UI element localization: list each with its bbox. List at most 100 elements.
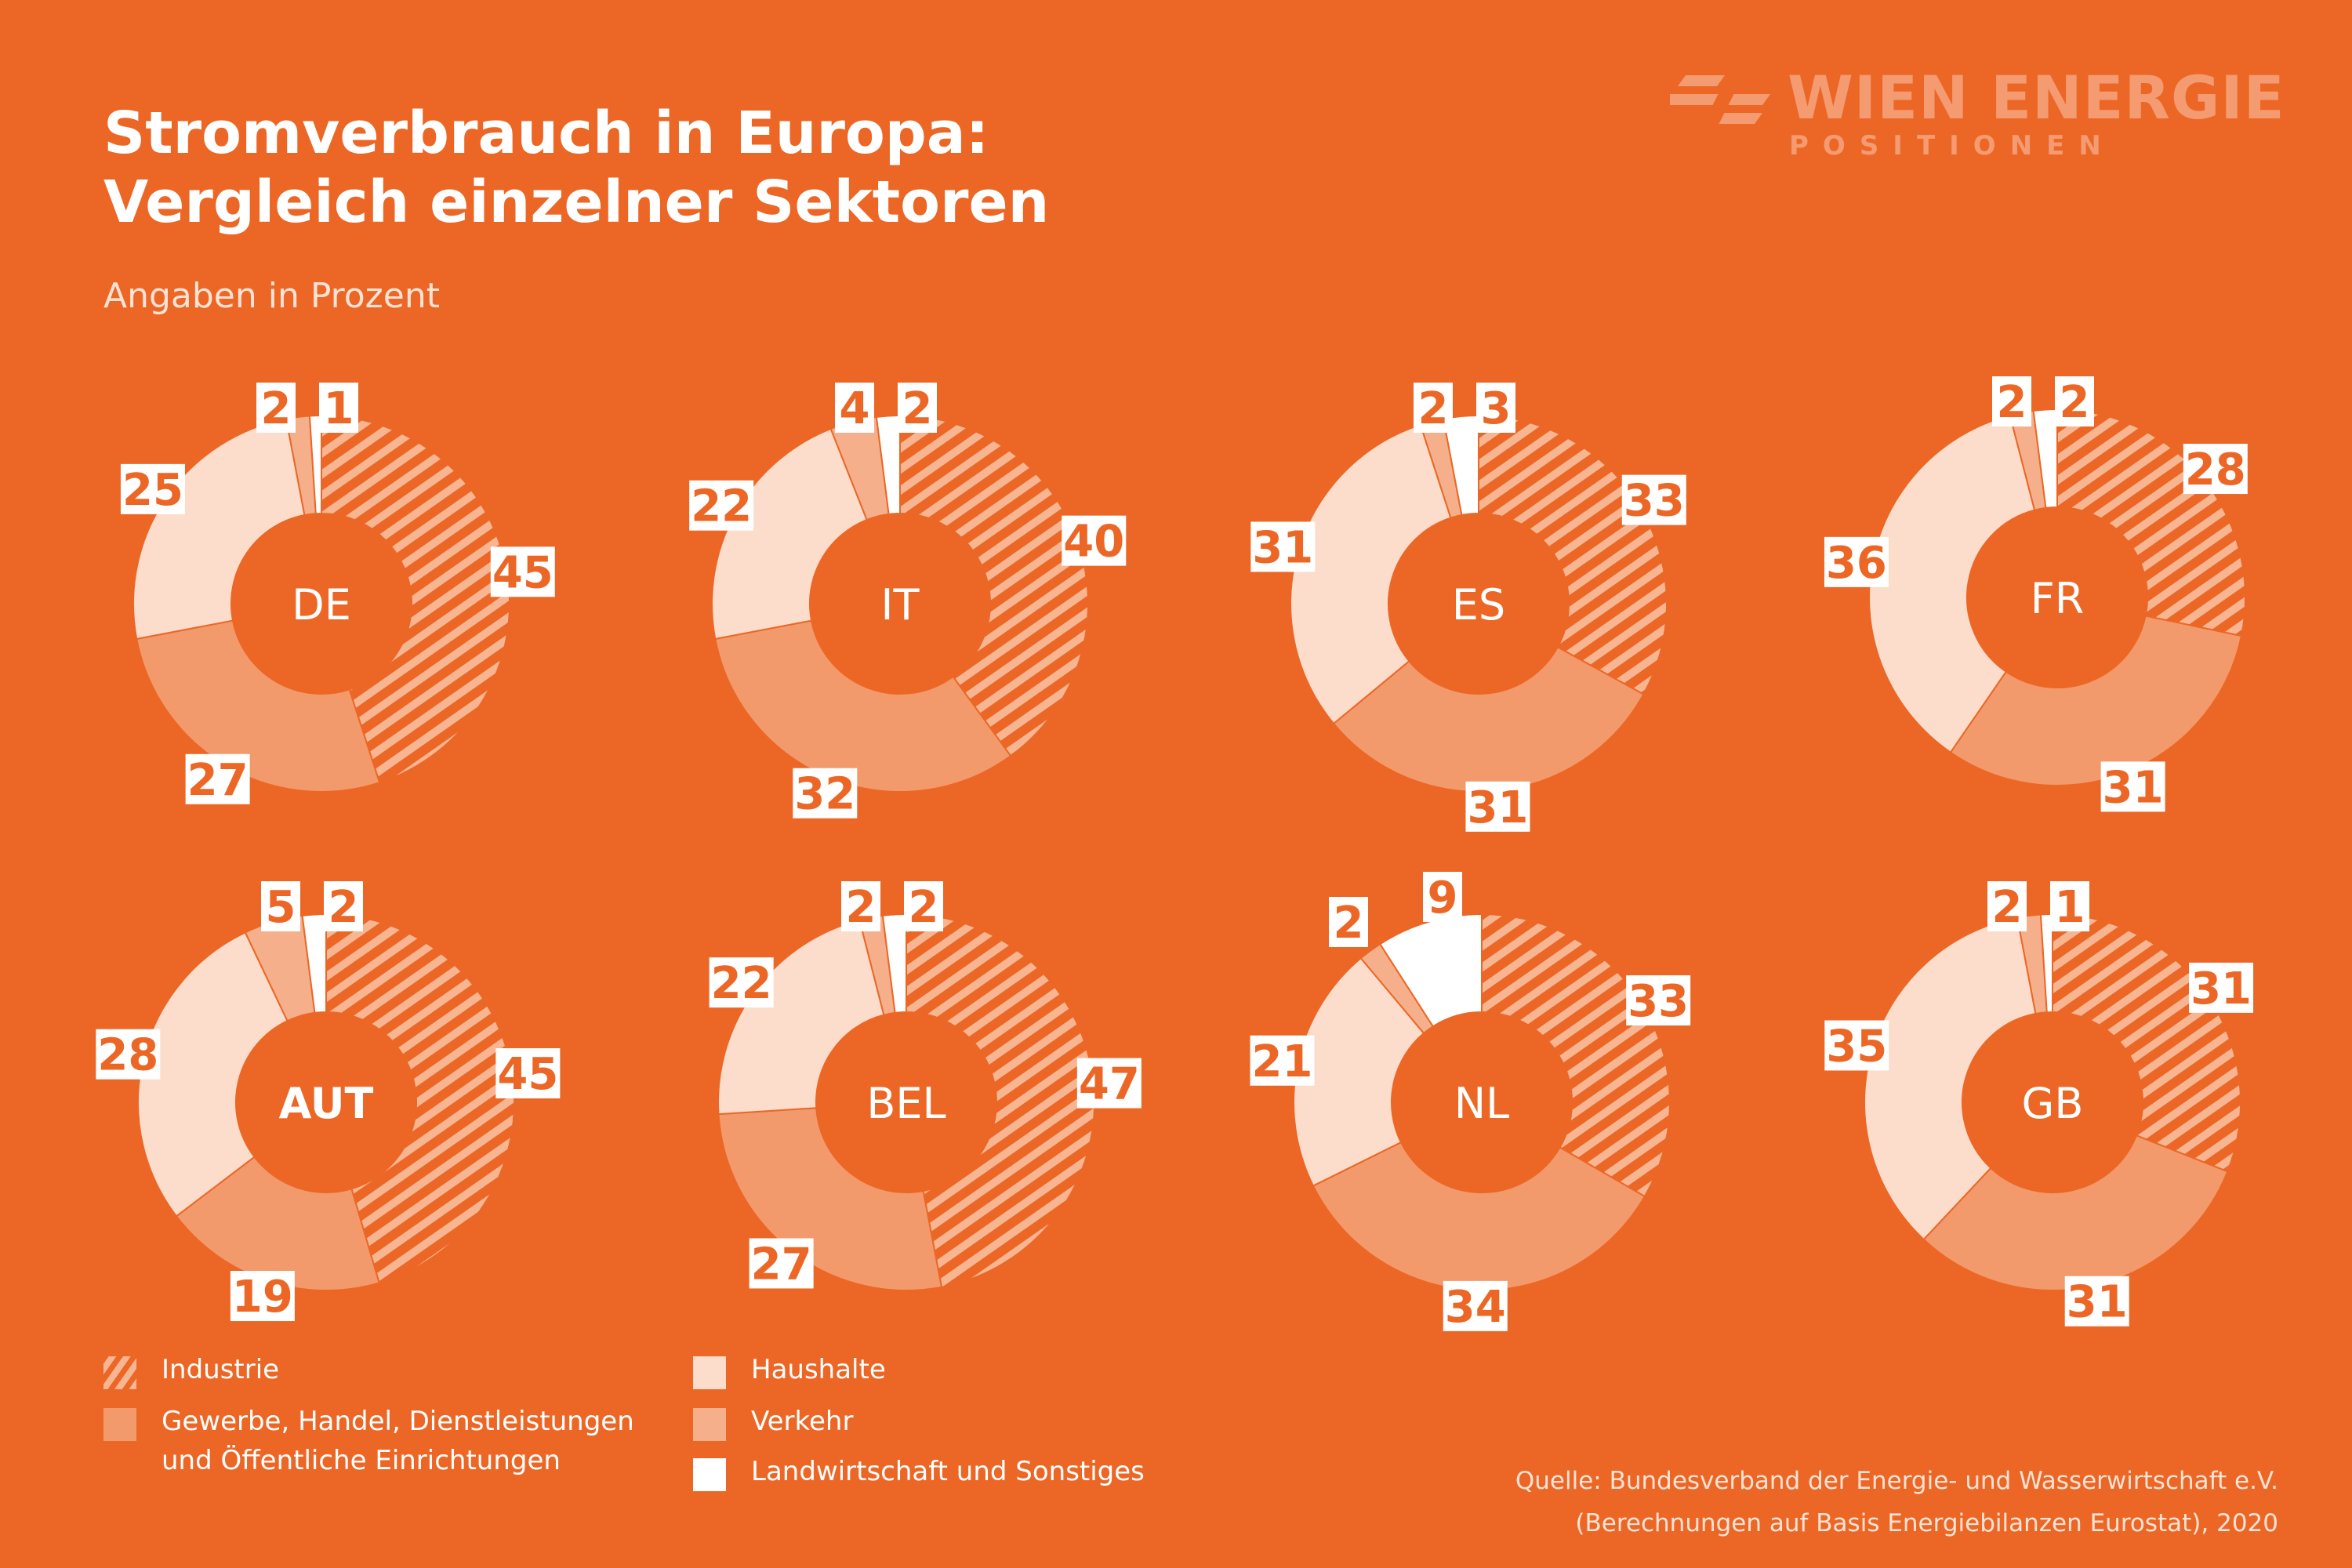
value-label: 28 bbox=[97, 1030, 158, 1081]
value-label: 2 bbox=[261, 383, 292, 434]
donut-fr: 28 31 36 2 2 FR bbox=[1824, 376, 2248, 813]
value-label: 2 bbox=[1997, 377, 2027, 428]
value-label-box bbox=[324, 881, 363, 931]
slice-industrie bbox=[325, 913, 515, 1284]
legend-swatch bbox=[693, 1356, 726, 1389]
legend-label: Haushalte bbox=[751, 1354, 886, 1385]
chart-title: Stromverbrauch in Europa: Vergleich einz… bbox=[103, 99, 1049, 237]
donut-nl: 33 34 21 2 9 NL bbox=[1250, 872, 1691, 1333]
slice-industrie bbox=[2056, 408, 2246, 637]
legend-label: Verkehr bbox=[751, 1406, 854, 1437]
value-label: 27 bbox=[187, 755, 249, 806]
value-label: 40 bbox=[1063, 517, 1124, 568]
value-label-box bbox=[261, 881, 300, 931]
country-label: NL bbox=[1454, 1079, 1509, 1128]
value-label: 31 bbox=[1467, 782, 1528, 833]
value-label-box bbox=[1076, 1058, 1142, 1109]
value-label: 45 bbox=[492, 547, 554, 598]
slice-industrie bbox=[906, 913, 1095, 1288]
value-label: 33 bbox=[1628, 976, 1689, 1027]
source-line-2: (Berechnungen auf Basis Energiebilanzen … bbox=[1575, 1509, 2278, 1537]
slice-haushalte bbox=[1293, 956, 1425, 1187]
slice-industrie bbox=[899, 414, 1089, 757]
value-label-box bbox=[1476, 383, 1515, 433]
value-label: 35 bbox=[1826, 1021, 1887, 1072]
legend-item-gewerbe: Gewerbe, Handel, Dienstleistungen und Öff… bbox=[103, 1402, 634, 1480]
value-label-box bbox=[319, 383, 358, 433]
value-label-box bbox=[709, 957, 774, 1008]
slice-industrie bbox=[1478, 414, 1668, 695]
chart-subtitle: Angaben in Prozent bbox=[103, 276, 440, 316]
country-label: FR bbox=[2031, 574, 2085, 623]
slice-gewerbe bbox=[1922, 1134, 2229, 1291]
country-label: AUT bbox=[279, 1079, 374, 1128]
value-label-box bbox=[1465, 781, 1530, 832]
legend-label: Landwirtschaft und Sonstiges bbox=[751, 1456, 1145, 1487]
value-label: 1 bbox=[2055, 882, 2085, 933]
value-label-box bbox=[835, 383, 874, 433]
value-label-box bbox=[1062, 515, 1127, 566]
value-label: 2 bbox=[1992, 882, 2023, 933]
donut-it: 40 32 22 4 2 IT bbox=[689, 383, 1127, 820]
slice-haushalte bbox=[717, 919, 885, 1116]
slice-gewerbe bbox=[1332, 646, 1645, 793]
value-label-box bbox=[230, 1271, 295, 1322]
legend-swatch bbox=[103, 1408, 136, 1441]
slice-landwirtschaft bbox=[881, 913, 907, 1014]
legend-label: Gewerbe, Handel, Dienstleistungen und Öff… bbox=[162, 1406, 634, 1476]
value-label-box bbox=[689, 480, 754, 531]
value-label: 19 bbox=[232, 1272, 293, 1323]
value-label: 2 bbox=[1418, 383, 1449, 434]
value-label: 28 bbox=[2185, 445, 2246, 495]
value-label-box bbox=[2100, 761, 2165, 812]
value-label-box bbox=[96, 1029, 161, 1080]
slice-landwirtschaft bbox=[301, 913, 327, 1014]
value-label-box bbox=[1824, 1020, 1889, 1071]
title-line-2: Vergleich einzelner Sektoren bbox=[103, 169, 1050, 236]
donut-es: 33 31 31 2 3 ES bbox=[1250, 383, 1686, 833]
value-label-box bbox=[495, 1047, 561, 1098]
value-label: 31 bbox=[2067, 1277, 2128, 1328]
slice-landwirtschaft bbox=[308, 414, 322, 515]
value-label-box bbox=[490, 546, 555, 597]
value-label: 2 bbox=[846, 882, 877, 933]
slice-landwirtschaft bbox=[2039, 913, 2053, 1014]
value-label-box bbox=[120, 463, 185, 514]
slice-landwirtschaft bbox=[1442, 414, 1479, 517]
country-label: DE bbox=[292, 580, 351, 630]
value-label-box bbox=[793, 768, 858, 818]
value-label: 31 bbox=[1252, 522, 1313, 573]
source-note: Quelle: Bundesverband der Energie- und W… bbox=[1515, 1460, 2278, 1544]
value-label: 45 bbox=[497, 1049, 558, 1100]
value-label-box bbox=[1443, 1280, 1508, 1331]
value-label: 2 bbox=[328, 882, 359, 933]
country-label: GB bbox=[2022, 1079, 2084, 1128]
value-label: 2 bbox=[1334, 898, 1364, 949]
slice-haushalte bbox=[1864, 916, 2037, 1241]
value-label-box bbox=[1987, 881, 2027, 931]
legend: Industrie Gewerbe, Handel, Dienstleistung… bbox=[103, 1350, 1279, 1507]
value-label: 33 bbox=[1624, 476, 1685, 527]
value-label: 2 bbox=[2060, 377, 2090, 428]
slice-gewerbe bbox=[717, 1107, 943, 1291]
value-label: 31 bbox=[2103, 762, 2164, 813]
slice-landwirtschaft bbox=[875, 414, 901, 516]
title-line-1: Stromverbrauch in Europa: bbox=[103, 100, 989, 167]
slice-gewerbe bbox=[136, 619, 381, 793]
slice-industrie bbox=[1481, 913, 1671, 1198]
slice-haushalte bbox=[132, 418, 306, 641]
value-label: 36 bbox=[1826, 538, 1887, 589]
slice-landwirtschaft bbox=[2032, 408, 2058, 510]
value-label: 22 bbox=[691, 481, 752, 532]
slice-haushalte bbox=[137, 931, 289, 1218]
value-label-box bbox=[1250, 1035, 1315, 1086]
value-label-box bbox=[841, 881, 880, 931]
slice-haushalte bbox=[1290, 423, 1452, 725]
country-label: ES bbox=[1452, 580, 1505, 630]
value-label-box bbox=[2050, 881, 2089, 931]
value-label-box bbox=[1621, 474, 1686, 525]
value-label-box bbox=[2183, 444, 2248, 495]
source-line-1: Quelle: Bundesverband der Energie- und W… bbox=[1515, 1467, 2278, 1495]
